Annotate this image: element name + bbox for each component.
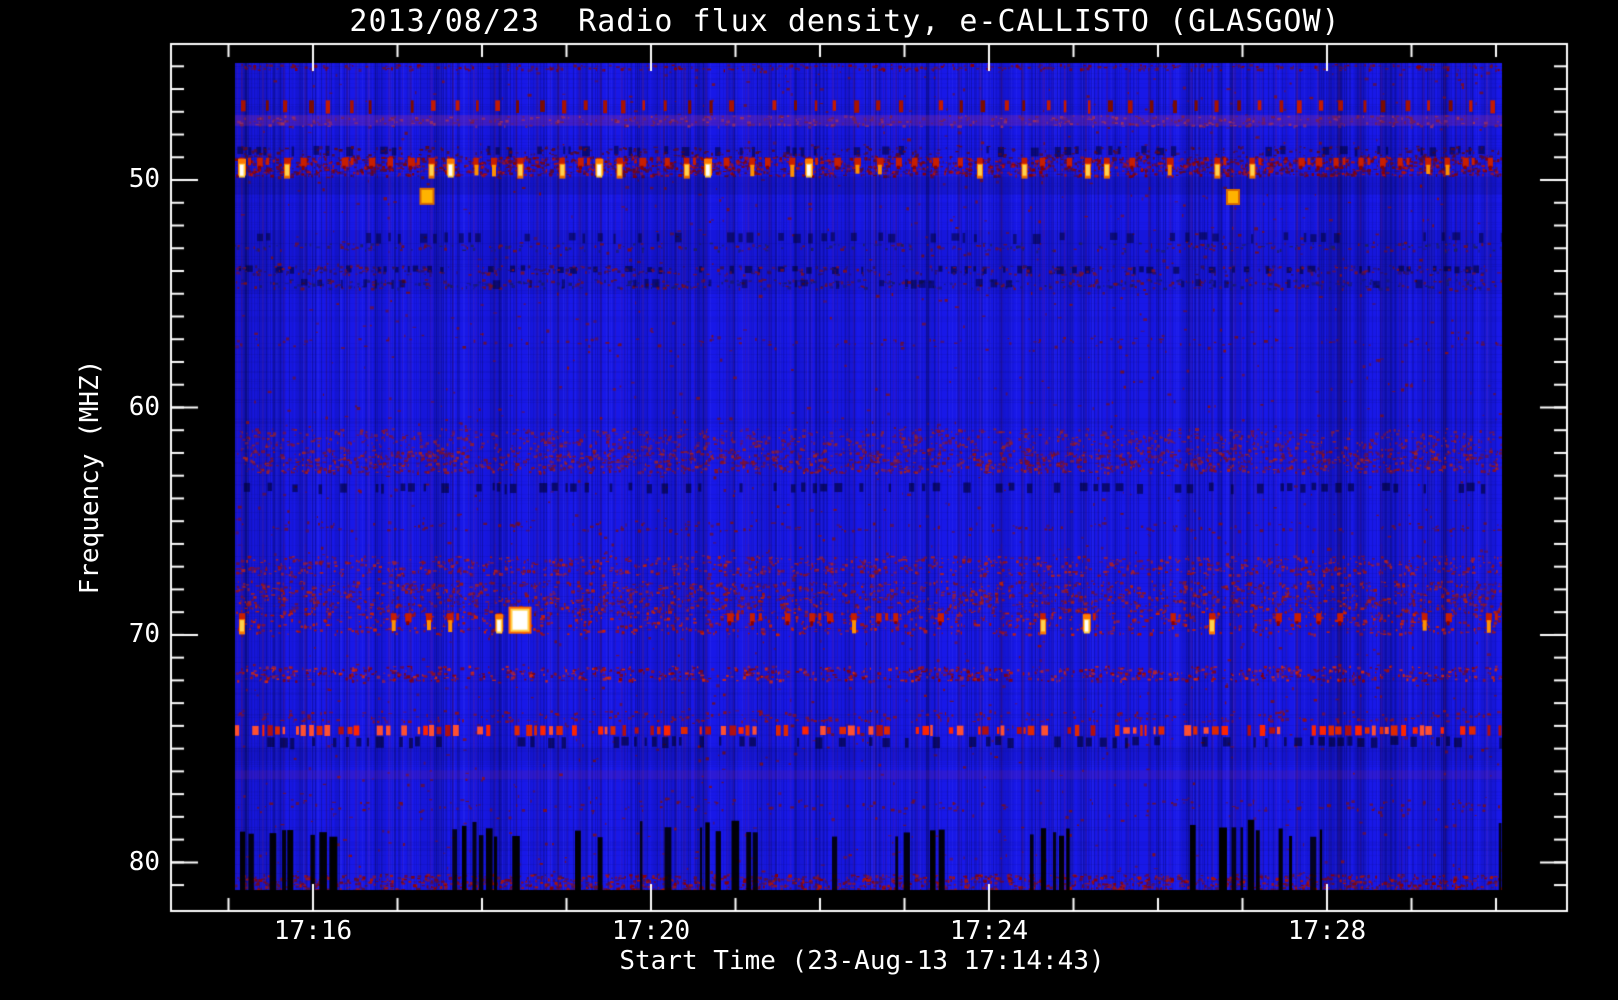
y-tick-label: 80: [128, 846, 160, 877]
x-tick-label: 17:20: [611, 916, 691, 946]
y-tick-label: 60: [128, 391, 160, 422]
chart-title: 2013/08/23 Radio flux density, e-CALLIST…: [349, 4, 1341, 39]
x-tick-label: 17:28: [1287, 916, 1367, 946]
y-tick-label: 70: [128, 619, 160, 649]
x-tick-label: 17:24: [949, 916, 1029, 946]
x-tick-label: 17:16: [273, 916, 353, 946]
x-axis-label: Start Time (23-Aug-13 17:14:43): [619, 946, 1105, 976]
y-tick-label: 50: [128, 164, 160, 194]
